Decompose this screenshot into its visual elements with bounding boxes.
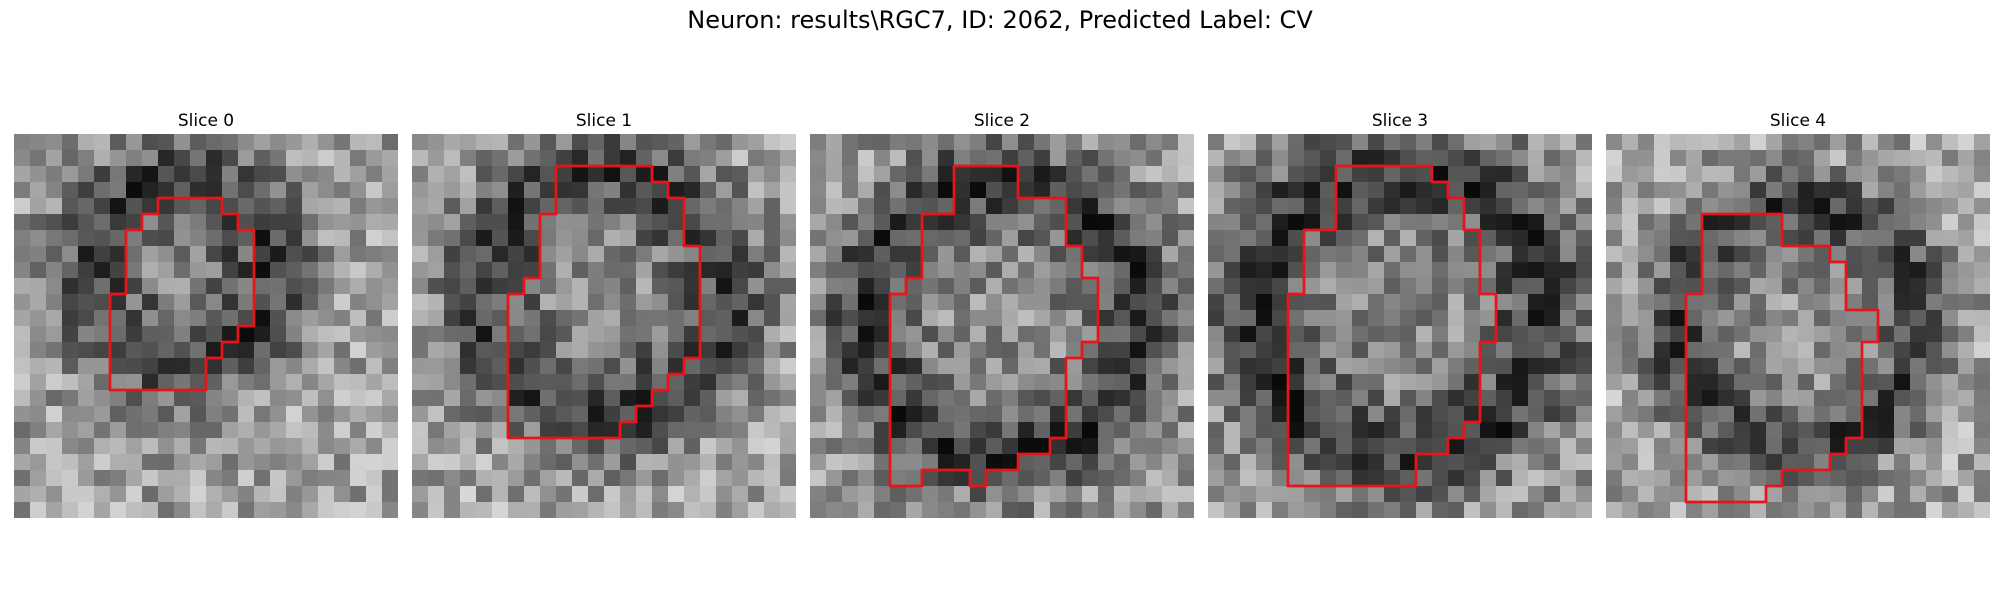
segmentation-contour xyxy=(888,164,1100,488)
slice-panel-4: Slice 4 xyxy=(1606,108,1990,518)
segmentation-contour xyxy=(1286,164,1498,488)
pixel-texture xyxy=(412,134,796,518)
slice-title-0: Slice 0 xyxy=(177,111,235,131)
slice-panel-1: Slice 1 xyxy=(412,108,796,518)
segmentation-contour xyxy=(108,196,256,392)
pixel-texture xyxy=(14,134,398,518)
slice-image-3 xyxy=(1208,134,1592,518)
slice-panel-2: Slice 2 xyxy=(810,108,1194,518)
slice-title-2: Slice 2 xyxy=(973,111,1031,131)
slice-image-4 xyxy=(1606,134,1990,518)
segmentation-contour xyxy=(1684,212,1880,504)
slice-title-3: Slice 3 xyxy=(1371,111,1429,131)
slice-image-0 xyxy=(14,134,398,518)
slice-image-1 xyxy=(412,134,796,518)
pixel-texture xyxy=(1208,134,1592,518)
slice-panel-0: Slice 0 xyxy=(14,108,398,518)
figure-title: Neuron: results\RGC7, ID: 2062, Predicte… xyxy=(687,6,1313,34)
slice-title-1: Slice 1 xyxy=(575,111,633,131)
slice-image-2 xyxy=(810,134,1194,518)
slice-title-4: Slice 4 xyxy=(1769,111,1827,131)
pixel-texture xyxy=(810,134,1194,518)
pixel-texture xyxy=(1606,134,1990,518)
slice-panel-3: Slice 3 xyxy=(1208,108,1592,518)
segmentation-contour xyxy=(506,164,702,440)
